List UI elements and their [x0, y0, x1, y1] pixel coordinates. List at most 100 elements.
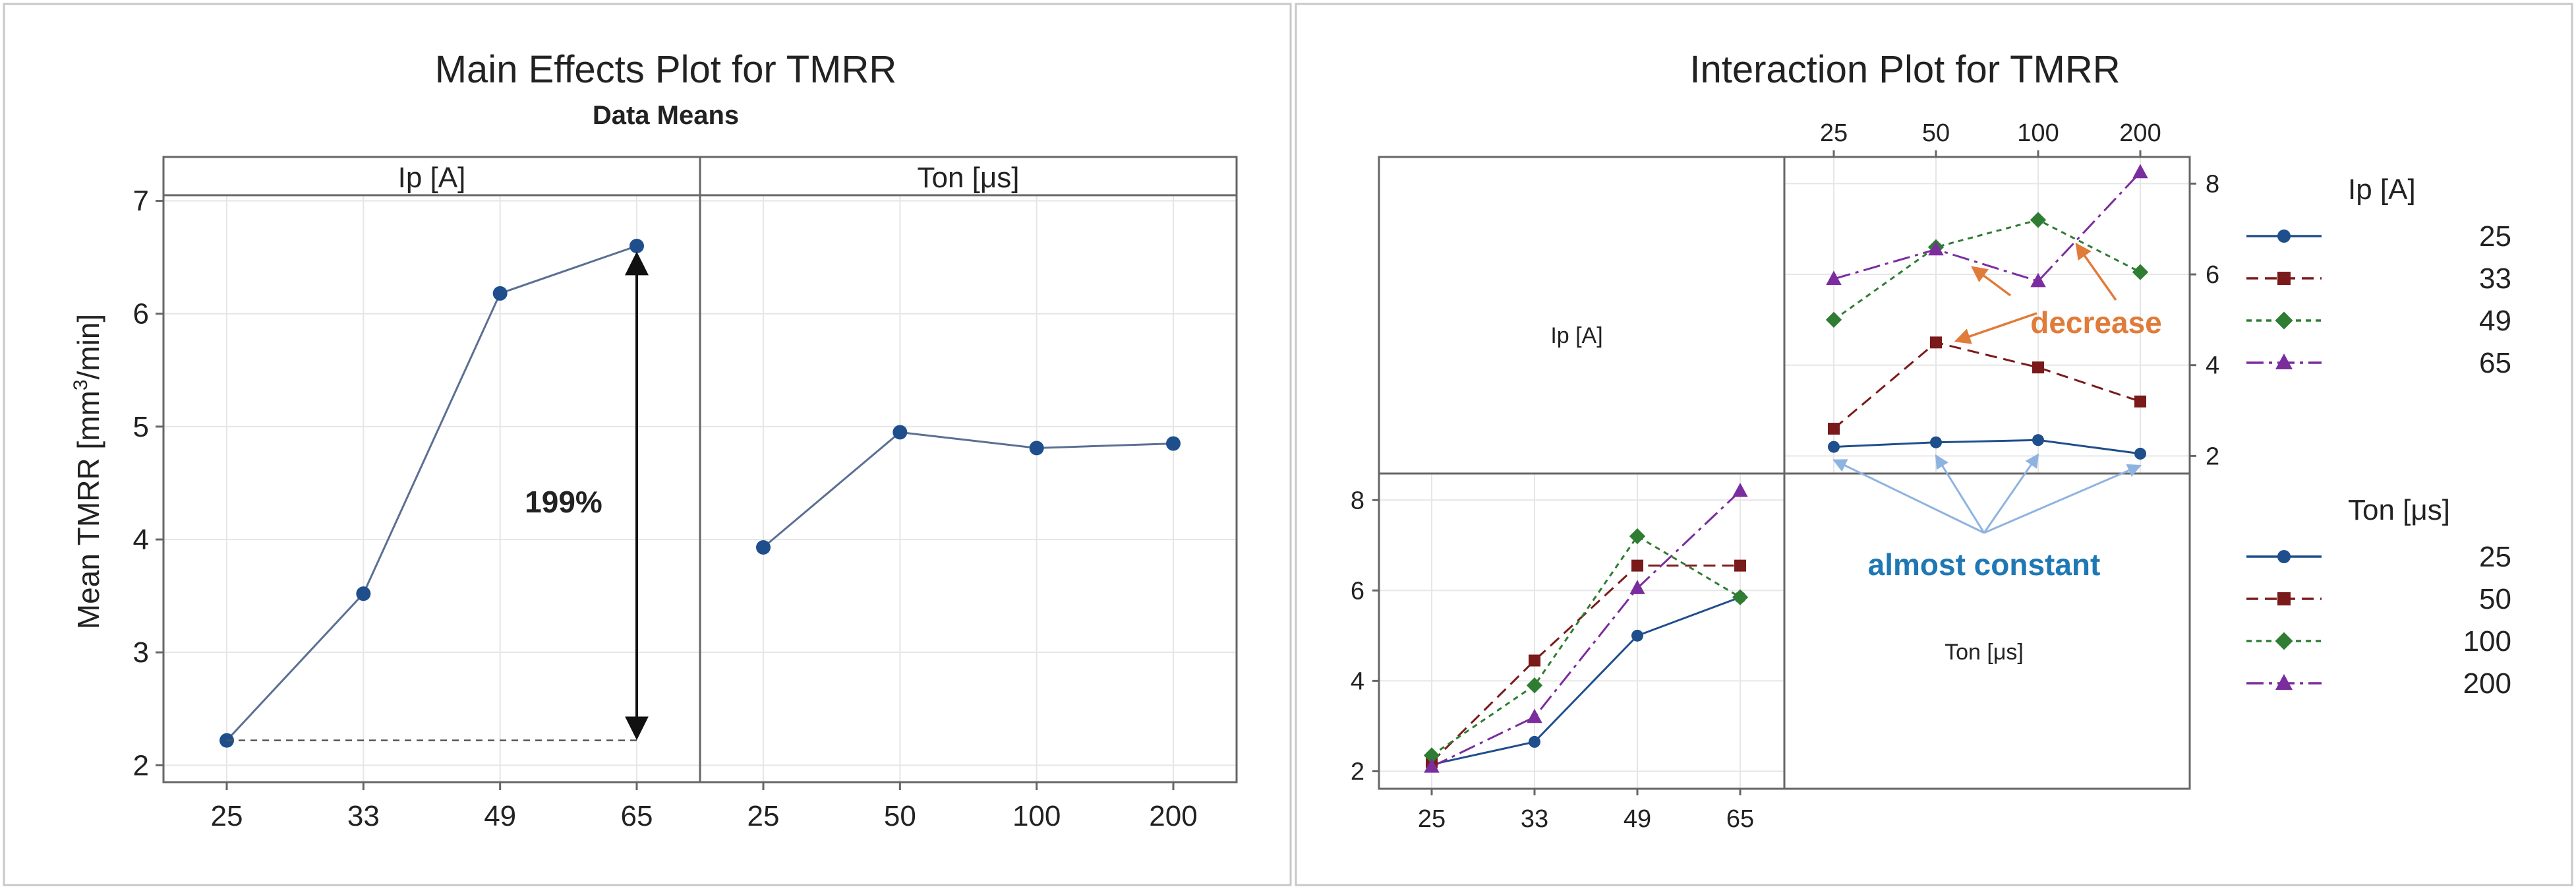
- x-tick-label-200: 200: [1149, 800, 1197, 832]
- main-panel-ip-frame: [162, 194, 701, 783]
- constant-arrow-1: [1935, 454, 1985, 534]
- main-effects-title: Main Effects Plot for TMRR: [435, 48, 897, 91]
- ia-point-ip-33: [1930, 336, 1942, 349]
- ia-y-tick-label-right-2: 2: [2206, 443, 2219, 470]
- x-tick-label-49: 49: [484, 800, 516, 832]
- decrease-arrow-1: [1954, 312, 2037, 344]
- ia-point-ip-65: [2030, 272, 2046, 288]
- x-tick-label-50: 50: [884, 800, 916, 832]
- main-panel-ton-frame: [699, 194, 1238, 783]
- ia-point-ton-200: [1424, 758, 1440, 773]
- ia-point-ip-25: [2032, 434, 2044, 446]
- ia-point-ip-49: [2030, 212, 2047, 228]
- ia-line-ip-33: [1833, 341, 2141, 430]
- ia-y-tick-label-left-4: 4: [1351, 667, 1364, 695]
- ia-point-ton-200: [1629, 580, 1645, 594]
- legend-ip-swatch-marker: [2275, 353, 2293, 369]
- main-effect-point: [629, 239, 644, 254]
- x-tick-label-65: 65: [621, 800, 653, 832]
- ia-x-tick-label-top-25: 25: [1820, 119, 1848, 147]
- interaction-cell-label-ip: Ip [A]: [1550, 323, 1602, 348]
- main-panel-ton-label: Ton [μs]: [918, 162, 1020, 194]
- x-tick-label-25: 25: [747, 800, 780, 832]
- ia-y-tick-label-left-8: 8: [1351, 487, 1364, 514]
- y-tick-label-3: 3: [133, 636, 149, 669]
- ia-point-ton-200: [1732, 482, 1748, 497]
- ia-point-ip-49: [2132, 264, 2149, 280]
- y-tick-label-2: 2: [133, 749, 149, 782]
- ia-point-ip-49: [1825, 311, 1842, 328]
- decrease-arrow-3: [2075, 242, 2117, 301]
- interaction-title: Interaction Plot for TMRR: [1689, 48, 2120, 91]
- ylabel-prefix: Mean TMRR [mm: [71, 390, 105, 629]
- main-effects-annotation: [227, 251, 649, 741]
- ia-x-tick-label-top-50: 50: [1922, 119, 1950, 147]
- ia-x-tick-label-top-200: 200: [2119, 119, 2161, 147]
- ia-point-ip-65: [1928, 241, 1944, 256]
- ia-point-ton-25: [1631, 629, 1643, 642]
- legend-ton-item-50: 50: [2479, 583, 2511, 615]
- main-effect-line-0: [225, 245, 637, 741]
- ylabel-suffix: /min]: [71, 314, 105, 380]
- legend-ip-swatch-marker: [2277, 230, 2291, 243]
- legend-ip-item-65: 65: [2479, 347, 2511, 379]
- constant-arrow-0: [1832, 459, 1985, 534]
- y-tick-label-6: 6: [133, 298, 149, 330]
- main-effects-frame: [3, 3, 1292, 886]
- main-effect-point: [756, 540, 771, 555]
- ia-point-ton-100: [1629, 528, 1646, 545]
- y-tick-label-7: 7: [133, 185, 149, 218]
- constant-arrow-3: [1983, 464, 2142, 534]
- main-effects-x-ticks: 25 33 49 65 25 50 100 200: [211, 782, 1198, 832]
- interaction-legends: 25 33 49 65 25 50 100 200: [2246, 220, 2511, 700]
- ia-y-tick-label-right-4: 4: [2206, 352, 2219, 380]
- main-effects-ylabel: Mean TMRR [mm3/min]: [70, 314, 105, 629]
- ylabel-sup: 3: [70, 379, 92, 390]
- ia-line-ip-65: [1833, 171, 2142, 283]
- ia-x-tick-label-bottom-49: 49: [1624, 805, 1651, 833]
- legend-ton-swatch-marker: [2277, 592, 2291, 605]
- legend-ton-item-200: 200: [2463, 667, 2511, 700]
- ia-point-ton-25: [1529, 735, 1540, 748]
- ia-point-ip-65: [2132, 164, 2148, 179]
- interaction-ticks: 2 2 4 4 6 6 8 8 25 50 100 200 25 33 49 65: [1351, 119, 2219, 833]
- ia-point-ip-33: [2134, 395, 2146, 408]
- ia-point-ton-100: [1732, 589, 1749, 605]
- ia-point-ton-200: [1527, 708, 1542, 723]
- ia-y-tick-label-right-8: 8: [2206, 170, 2219, 198]
- main-effect-point: [356, 586, 371, 601]
- ia-point-ip-25: [2134, 447, 2146, 460]
- ia-y-tick-label-left-2: 2: [1351, 758, 1364, 785]
- ia-x-tick-label-bottom-65: 65: [1726, 805, 1754, 833]
- ia-x-tick-label-bottom-25: 25: [1418, 805, 1446, 833]
- ia-point-ip-65: [1826, 270, 1842, 285]
- x-tick-label-100: 100: [1012, 800, 1061, 832]
- main-effects-lines: [225, 245, 1174, 741]
- interaction-points: [1423, 164, 2149, 773]
- main-panel-ip-label: Ip [A]: [398, 162, 466, 194]
- ia-x-tick-label-top-100: 100: [2017, 119, 2059, 147]
- ia-point-ton-50: [1734, 559, 1746, 572]
- constant-arrow-2: [1983, 453, 2039, 534]
- annotation-199-percent: 199%: [525, 485, 602, 519]
- legend-ton-swatch-marker: [2277, 550, 2291, 563]
- legend-ip-item-25: 25: [2479, 220, 2511, 253]
- ia-point-ton-100: [1423, 747, 1440, 764]
- main-effect-point: [1166, 436, 1181, 451]
- legend-ton-title: Ton [μs]: [2348, 494, 2450, 526]
- ia-point-ton-50: [1631, 559, 1643, 572]
- y-tick-label-4: 4: [133, 524, 149, 556]
- legend-ton-swatch-marker: [2275, 632, 2293, 650]
- ia-line-ip-25: [1833, 439, 2141, 455]
- legend-ip-title: Ip [A]: [2348, 173, 2416, 206]
- ia-y-tick-label-right-6: 6: [2206, 261, 2219, 289]
- interaction-cell-label-ton: Ton [μs]: [1945, 640, 2024, 665]
- ia-x-tick-label-bottom-33: 33: [1521, 805, 1548, 833]
- legend-ton-item-25: 25: [2479, 541, 2511, 573]
- y-tick-label-5: 5: [133, 411, 149, 443]
- interaction-lines: [1430, 171, 2142, 768]
- ia-line-ton-50: [1430, 565, 1740, 763]
- decrease-arrow-2: [1971, 266, 2012, 297]
- ia-point-ip-25: [1930, 436, 1942, 448]
